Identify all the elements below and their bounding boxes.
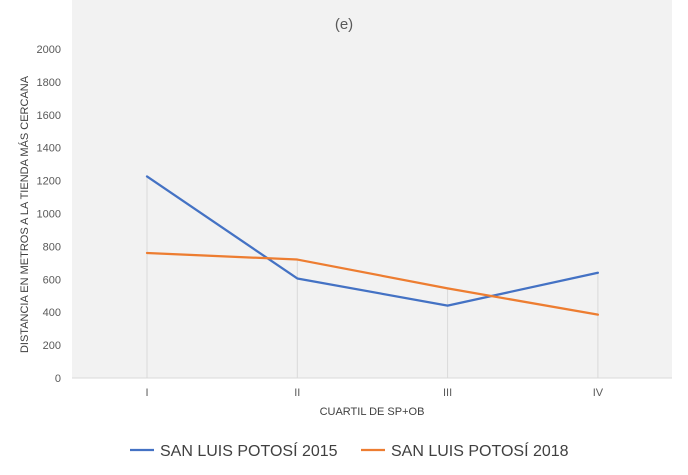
y-tick-label: 600	[43, 274, 61, 286]
series-line-1	[145, 175, 600, 307]
plot-area	[72, 0, 672, 378]
y-tick-label: 200	[43, 340, 61, 352]
y-tick-label: 0	[55, 373, 61, 385]
y-tick-label: 1200	[37, 176, 61, 188]
y-tick-labels: 0 200 400 600 800 1000 1200 1400 1600 1800 2000	[37, 44, 61, 385]
y-tick-label: 1400	[37, 143, 61, 155]
x-tick-label: II	[294, 387, 300, 399]
y-tick-label: 1800	[37, 77, 61, 89]
legend-label: SAN LUIS POTOSÍ 2015	[160, 441, 338, 460]
x-axis-label: CUARTIL DE SP+OB	[320, 406, 425, 418]
y-tick-label: 1000	[37, 209, 61, 221]
x-tick-labels: I II III IV	[145, 387, 603, 399]
x-tick-label: III	[443, 387, 452, 399]
y-tick-label: 800	[43, 241, 61, 253]
y-tick-label: 400	[43, 307, 61, 319]
series-lines	[145, 175, 600, 316]
y-tick-label: 1600	[37, 110, 61, 122]
y-tick-label: 2000	[37, 44, 61, 56]
chart-title: (e)	[335, 16, 353, 33]
series-line-2	[145, 251, 600, 316]
legend: SAN LUIS POTOSÍ 2015 SAN LUIS POTOSÍ 2018	[130, 441, 569, 460]
legend-label: SAN LUIS POTOSÍ 2018	[391, 441, 569, 460]
x-tick-label: I	[145, 387, 148, 399]
y-axis-label: DISTANCIA EN METROS A LA TIENDA MÁS CERC…	[18, 75, 31, 353]
x-tick-label: IV	[593, 387, 604, 399]
